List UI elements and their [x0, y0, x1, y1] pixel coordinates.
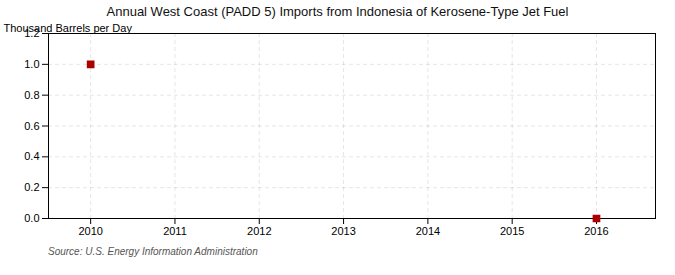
svg-text:2010: 2010: [78, 225, 102, 237]
svg-text:0.4: 0.4: [24, 150, 39, 162]
svg-text:2015: 2015: [500, 225, 524, 237]
svg-text:2012: 2012: [247, 225, 271, 237]
svg-text:0.0: 0.0: [24, 212, 39, 224]
html-text:Source: U.S. Energy Informatio: Source: U.S. Energy Information Administ…: [48, 246, 258, 257]
svg-text:2014: 2014: [416, 225, 440, 237]
html-text:Annual West Coast (PADD 5) Imp: Annual West Coast (PADD 5) Imports from …: [106, 4, 569, 19]
svg-text:2016: 2016: [584, 225, 608, 237]
svg-text:Thousand Barrels per Day: Thousand Barrels per Day: [4, 22, 133, 34]
svg-text:2013: 2013: [331, 225, 355, 237]
svg-text:0.8: 0.8: [24, 89, 39, 101]
svg-text:0.2: 0.2: [24, 181, 39, 193]
svg-text:0.6: 0.6: [24, 120, 39, 132]
svg-text:1.0: 1.0: [24, 58, 39, 70]
svg-text:2011: 2011: [163, 225, 187, 237]
